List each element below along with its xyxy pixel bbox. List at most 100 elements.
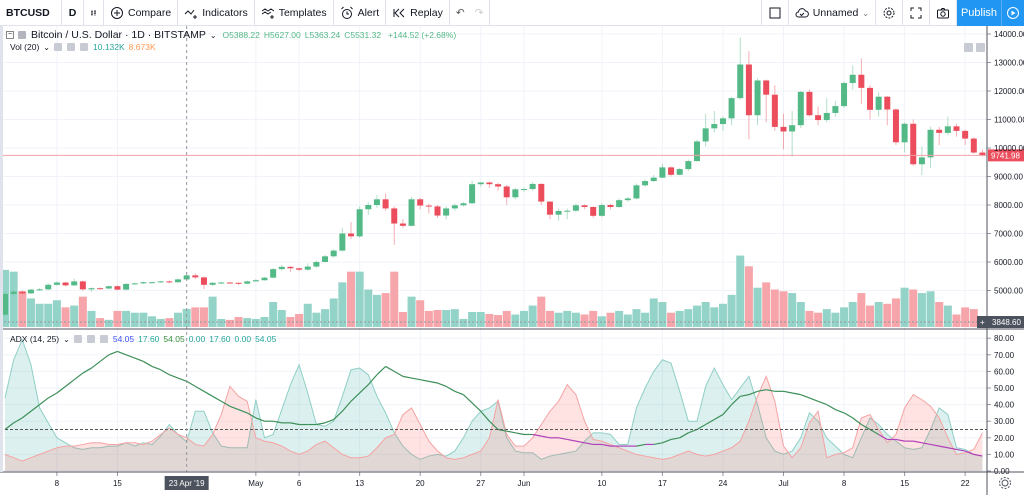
candle [278,264,285,271]
play-button[interactable] [1002,0,1024,26]
save-layout-button[interactable]: Unnamed ⌄ [789,0,876,26]
candle [322,254,329,263]
adx-indicator-label[interactable]: ADX (14, 25) [10,334,60,344]
candle [529,182,536,191]
symbol-title[interactable]: Bitcoin / U.S. Dollar · 1D · BITSTAMP [31,29,206,41]
candle [114,285,121,291]
alert-button[interactable]: Alert [334,0,387,25]
templates-button[interactable]: Templates [255,0,334,25]
close-icon[interactable] [80,43,88,51]
candle [339,227,346,252]
candle [19,290,26,295]
candle-body [19,291,26,294]
candle-body [546,201,553,215]
price-label: 9000.00 [994,173,1023,182]
candle-body [166,281,173,283]
candle [62,281,69,287]
candle [451,203,458,211]
adx-legend: ADX (14, 25) ⌄ 54.05 17.60 54.05 0.00 17… [10,334,276,344]
adx-line-segment [229,405,239,411]
volume-bar [796,302,805,327]
visibility-icon[interactable] [73,335,82,343]
candle [304,263,311,271]
chart-canvas[interactable]: 9741.98 3848.60 +23 Apr '19 8 15 May 6 13 20 27 J… [0,26,1024,495]
candle [71,278,78,286]
close-icon[interactable] [99,335,108,343]
candle-body [71,281,78,286]
adx-line-segment [238,409,248,414]
candle [399,219,406,228]
redo-icon[interactable]: ↷ [474,6,484,19]
volume-bar [710,307,719,327]
indicators-button[interactable]: Indicators [178,0,255,25]
compare-button[interactable]: Compare [104,0,179,25]
snapshot-button[interactable] [930,0,957,26]
settings-icon[interactable] [86,335,95,343]
undo-icon[interactable]: ↶ [455,6,465,19]
adx-line-segment [696,424,706,431]
adx-line-segment [290,422,300,426]
candle-body [676,169,683,175]
time-label: May [248,479,263,488]
chevron-down-icon[interactable]: ⌄ [43,42,50,52]
candle [391,206,398,245]
symbol-search-button[interactable]: BTCUSD [0,0,62,25]
volume-bar [788,293,797,327]
fullscreen-button[interactable] [903,0,930,26]
settings-icon[interactable] [67,43,75,51]
candle-body [668,167,675,175]
candle [460,202,467,207]
volume-bar [511,314,520,327]
adx-line-segment [636,443,646,447]
candle-body [209,282,216,285]
last-price-badge [988,149,1024,162]
interval-button[interactable]: D [62,0,84,25]
volume-indicator-label[interactable]: Vol (20) [10,42,40,52]
chevron-down-icon[interactable]: ⌄ [209,30,217,40]
plus-circle-icon [111,6,123,19]
candle-body [287,266,294,269]
adx-line-segment [488,420,499,430]
replay-button[interactable]: Replay [386,0,450,25]
chart-type-button[interactable] [84,0,104,25]
candle-body [434,206,441,216]
candle [806,89,813,117]
volume-bar [675,310,684,327]
candle-body [382,199,389,209]
pane-maximize-icon[interactable] [976,43,985,52]
pane-collapse-icon[interactable] [964,43,973,52]
gear-icon[interactable] [999,477,1011,489]
candle [503,185,510,205]
gear-icon [883,7,895,19]
adx-line-segment [670,437,680,441]
settings-button[interactable] [876,0,903,26]
adx-line-segment [913,440,923,444]
candle-body [780,126,787,132]
volume-bar [693,305,701,327]
volume-bar [935,302,944,327]
volume-bar [580,314,589,327]
adx-line-segment [212,395,222,402]
volume-bar [468,312,477,327]
adx-line-segment [575,440,585,444]
chevron-down-icon[interactable]: ⌄ [63,334,70,344]
collapse-icon[interactable]: − [6,31,14,39]
select-layout-button[interactable] [760,0,789,26]
volume-bar [571,312,580,327]
candle-body [200,277,207,285]
candle-body [892,109,899,143]
visibility-icon[interactable] [54,43,62,51]
candle-body [348,233,354,237]
candle-body [27,289,34,294]
adx-line-segment [177,377,187,382]
main-legend: − Bitcoin / U.S. Dollar · 1D · BITSTAMP … [6,29,456,41]
adx-line-segment [497,428,507,432]
publish-button[interactable]: Publish [957,0,1002,26]
volume-bar [329,298,338,327]
ohlc-change: +144.52 (+2.68%) [388,30,457,40]
replay-label: Replay [410,6,443,19]
volume-bar [502,310,511,327]
candle-body [841,83,848,107]
candle [572,203,579,213]
candle [771,85,778,131]
